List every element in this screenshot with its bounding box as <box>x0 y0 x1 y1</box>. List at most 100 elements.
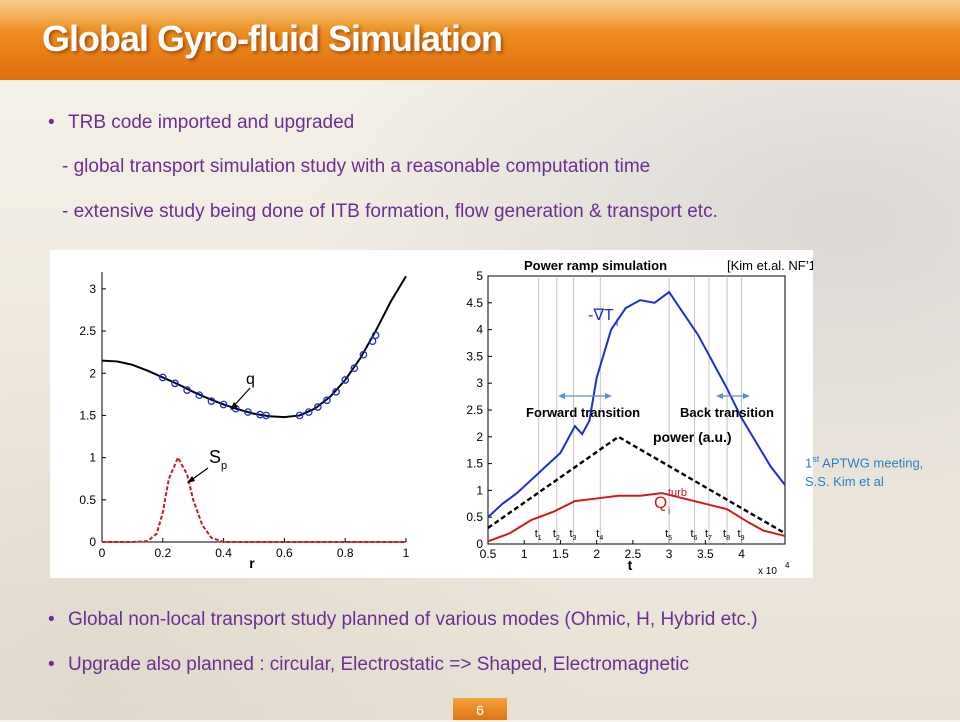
plot2-reference: [Kim et.al. NF’11] <box>727 258 813 273</box>
bullet-3-text: Upgrade also planned : circular, Electro… <box>68 654 690 675</box>
bullet-1-sub-1: - global transport simulation study with… <box>62 156 651 177</box>
plot2-x-tick-label: 2.5 <box>625 547 642 561</box>
t-marker-label: t3 <box>569 528 576 542</box>
power-label: power (a.u.) <box>653 429 732 445</box>
q-sample-point <box>341 376 350 384</box>
q-sample-point <box>323 396 331 405</box>
t-marker-index: 1 <box>538 535 542 542</box>
plot2-y-tick-label: 1.5 <box>466 457 483 471</box>
plot2-x-tick-label: 3 <box>666 547 673 561</box>
q-sample-point <box>295 411 304 420</box>
citation-line-1: 1st APTWG meeting, <box>805 450 960 472</box>
q-sample-point <box>171 379 179 388</box>
t-marker-label: t9 <box>738 528 745 542</box>
plot2-xlabel: t <box>628 557 633 573</box>
bullet-1-sub-2: - extensive study being done of ITB form… <box>62 201 718 222</box>
plot1-x-tick-label: 1 <box>403 546 410 560</box>
plot1-x-tick-label: 0.2 <box>154 546 171 560</box>
back-arrow-head-right <box>743 393 750 399</box>
forward-arrow-head-right <box>605 393 612 399</box>
t-marker-label: t2 <box>553 528 560 542</box>
plot2-y-tick-label: 1 <box>476 483 483 497</box>
x-multiplier: x 10 <box>758 566 777 577</box>
back-transition-label: Back transition <box>680 405 774 420</box>
grad-t-label: -∇T <box>588 307 614 324</box>
figure-panel <box>50 250 813 578</box>
slide-title: Global Gyro-fluid Simulation <box>42 18 503 59</box>
q-sample-point <box>262 411 271 420</box>
q-sample-point <box>368 337 377 346</box>
plot1-series <box>101 275 407 543</box>
q-sample-point <box>158 373 167 382</box>
plot1-y-tick-label: 1 <box>89 451 96 465</box>
plot2-title: Power ramp simulation <box>524 258 667 273</box>
t-marker-index: 6 <box>694 535 698 542</box>
bullet-dot: • <box>48 654 55 675</box>
q-sample-point <box>313 403 322 411</box>
forward-arrow-head-left <box>558 393 565 399</box>
plot2-y-tick-label: 4 <box>476 323 483 337</box>
x-multiplier-exp: 4 <box>785 561 790 570</box>
t-marker-index: 2 <box>556 535 560 542</box>
plot2-x-tick-label: 1 <box>521 547 528 561</box>
bullet-dot: • <box>48 112 55 133</box>
plot2-y-tick-label: 3 <box>476 376 483 390</box>
q-sample-point <box>304 408 313 416</box>
arrow-q-head <box>230 402 238 410</box>
plot1-x-tick-label: 0.8 <box>337 546 354 560</box>
plot2-y-tick-label: 4.5 <box>466 296 483 310</box>
plot1-y-tick-label: 2.5 <box>79 324 96 338</box>
t-marker-label: t5 <box>665 528 672 542</box>
plot2-y-tick-label: 5 <box>476 269 483 283</box>
t-marker-index: 3 <box>573 535 577 542</box>
q-sample-point <box>359 350 368 359</box>
q-sample-point <box>371 331 380 340</box>
q-sample-point <box>350 364 359 373</box>
t-marker-index: 8 <box>726 535 730 542</box>
page-number: 6 <box>453 698 507 720</box>
bullet-1: • TRB code imported and upgraded <box>48 112 354 134</box>
q-profile-plot: 0 0.2 0.4 0.6 0.8 1 0 0.5 1 1.5 2 2.5 3 r q S p <box>79 272 410 571</box>
plot1-y-tick-label: 3 <box>89 282 96 296</box>
q-sample-point <box>183 386 191 394</box>
series-line <box>487 492 786 543</box>
plot2-series <box>487 290 786 543</box>
t-marker-label: t6 <box>690 528 697 542</box>
citation: 1st APTWG meeting, S.S. Kim et al <box>805 450 960 491</box>
series-q <box>101 275 407 419</box>
plot1-x-tick-label: 0 <box>99 546 106 560</box>
plot2-y-tick-label: 3.5 <box>466 349 483 363</box>
label-s: S <box>209 447 221 467</box>
citation-line-2: S.S. Kim et al <box>805 474 884 490</box>
plot2-y-tick-label: 2 <box>476 430 483 444</box>
t-marker-index: 7 <box>708 535 712 542</box>
citation-ordinal: 1 <box>805 455 813 471</box>
bullet-3: • Upgrade also planned : circular, Electr… <box>48 654 689 676</box>
plot2-axes: 0.5 1 1.5 2 2.5 3 3.5 400.511.522.533.544.55 <box>466 269 786 561</box>
citation-meeting: APTWG meeting, <box>819 455 924 471</box>
series-sp <box>102 455 406 543</box>
qturb-sup: turb <box>668 487 687 499</box>
plot2-y-tick-label: 0.5 <box>466 510 483 524</box>
plot2-x-tick-label: 0.5 <box>480 547 497 561</box>
back-arrow-head-left <box>716 393 723 399</box>
bullet-2-text: Global non-local transport study planned… <box>68 609 758 630</box>
t-marker-label: t1 <box>535 528 542 542</box>
forward-transition-label: Forward transition <box>526 405 640 420</box>
q-sample-point <box>219 400 228 409</box>
plot2-x-tick-label: 2 <box>593 547 600 561</box>
plot1-y-tick-label: 1.5 <box>79 408 96 422</box>
label-s-sub: p <box>221 460 227 472</box>
qturb-sub: i <box>668 506 670 517</box>
plot2-x-tick-label: 3.5 <box>697 547 714 561</box>
t-marker-label: t4 <box>596 528 603 542</box>
title-bar: Global Gyro-fluid Simulation <box>0 0 960 80</box>
t-marker-index: 5 <box>668 535 672 542</box>
bullet-dot: • <box>48 609 55 630</box>
t-marker-label: t7 <box>705 528 712 542</box>
bullet-1-text: TRB code imported and upgraded <box>68 112 355 133</box>
plot2-y-tick-label: 2.5 <box>466 403 483 417</box>
citation-ordinal-suffix: st <box>812 454 820 464</box>
plot2-x-tick-label: 4 <box>738 547 745 561</box>
plot1-y-tick-label: 0 <box>89 535 96 549</box>
